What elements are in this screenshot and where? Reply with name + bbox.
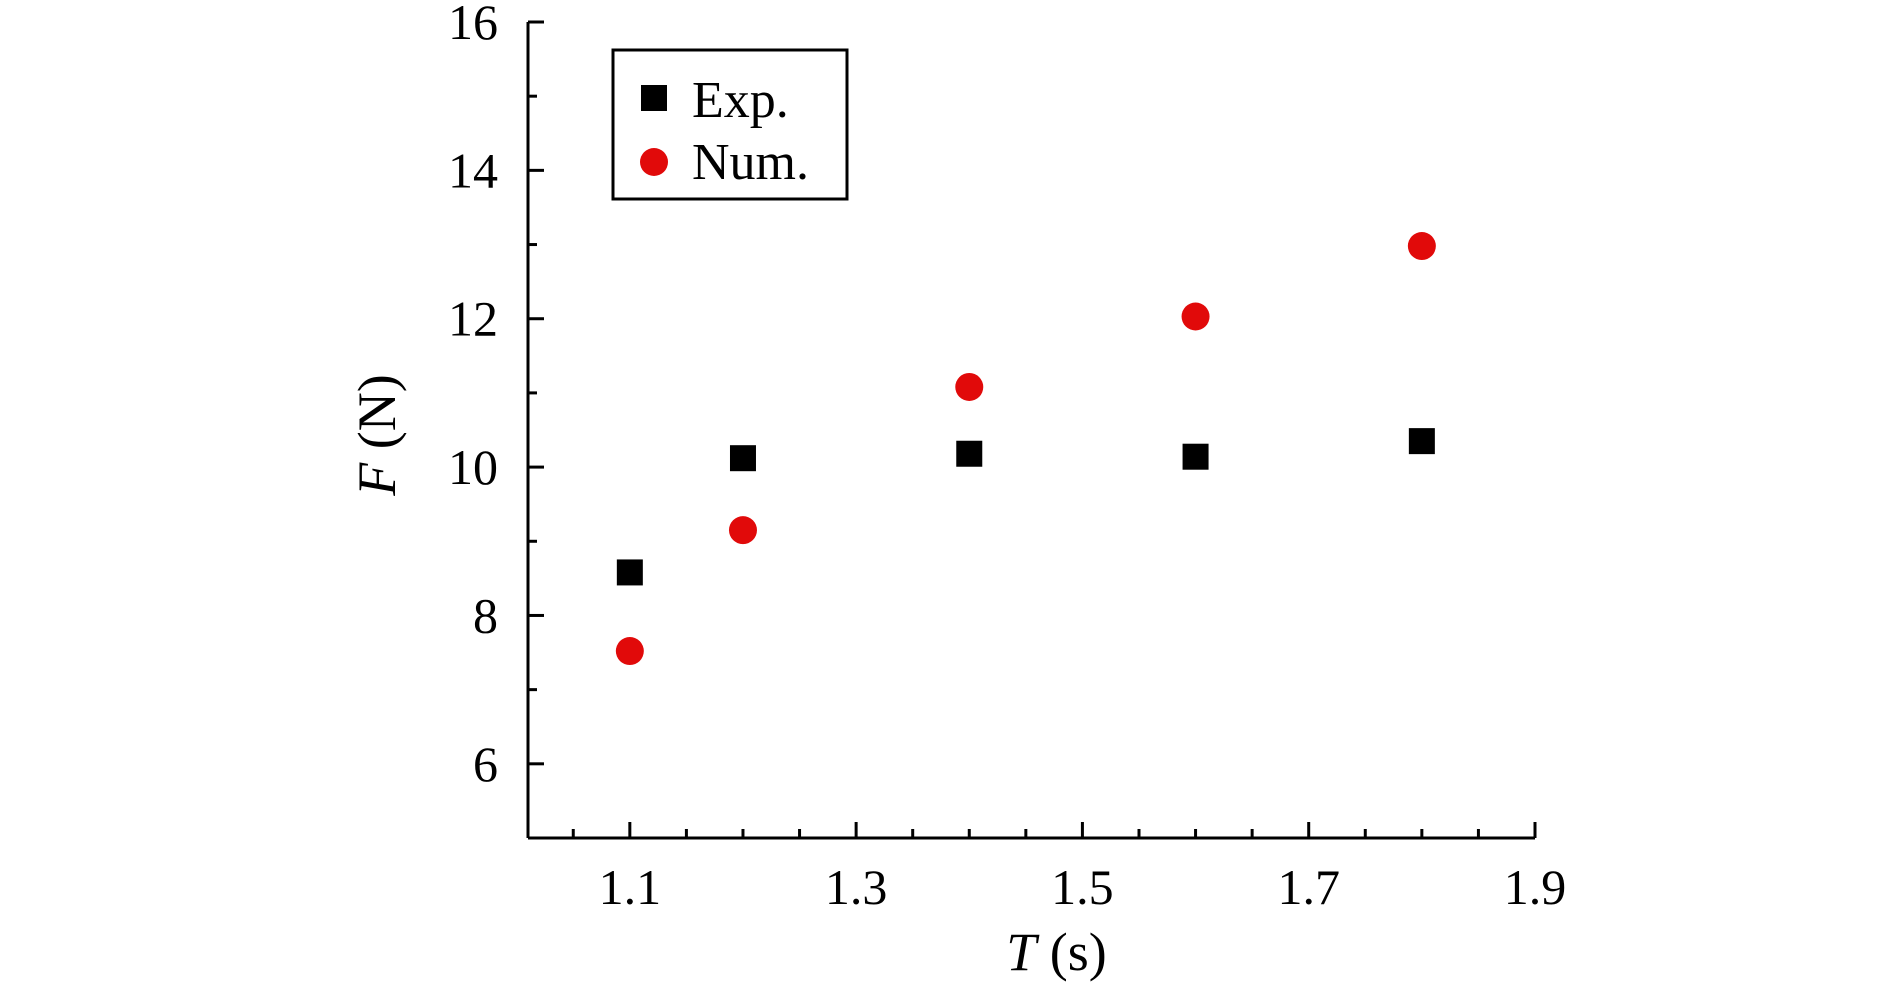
y-tick-label: 6: [473, 736, 498, 792]
legend-marker-num: [640, 148, 668, 176]
legend-label-num: Num.: [692, 134, 809, 191]
x-axis-title: T (s): [1006, 922, 1107, 982]
data-points: [615, 232, 1436, 666]
ticks: [528, 20, 1537, 840]
x-tick-label: 1.7: [1277, 859, 1340, 915]
y-axis-symbol: F: [347, 462, 407, 497]
exp-point: [956, 440, 983, 467]
exp-point: [1408, 428, 1435, 455]
num-point: [1407, 232, 1436, 261]
x-axis-symbol: T: [1006, 922, 1040, 982]
x-axis-unit: (s): [1050, 922, 1107, 982]
num-point: [728, 516, 757, 545]
y-tick-label: 12: [448, 291, 498, 347]
x-tick-label: 1.5: [1051, 859, 1114, 915]
y-axis-unit: (N): [347, 374, 407, 449]
x-tick-label: 1.1: [599, 859, 662, 915]
exp-point: [1182, 443, 1209, 470]
y-tick-label: 8: [473, 587, 498, 643]
y-axis-title: F (N): [347, 374, 407, 496]
legend-label-exp: Exp.: [692, 72, 789, 129]
y-tick-label: 14: [448, 142, 498, 198]
num-point: [615, 637, 644, 666]
y-tick-label: 10: [448, 439, 498, 495]
y-tick-label: 16: [448, 0, 498, 50]
legend-marker-exp: [641, 85, 667, 111]
x-tick-label: 1.3: [825, 859, 888, 915]
exp-point: [729, 445, 756, 472]
num-point: [955, 372, 984, 401]
axes: [526, 22, 1535, 840]
legend: Exp. Num.: [611, 48, 849, 201]
exp-point: [616, 559, 643, 586]
tick-labels: 1.1 1.3 1.5 1.7 1.9 6 8 10 12 14 16: [448, 0, 1566, 915]
num-point: [1181, 302, 1210, 331]
x-tick-label: 1.9: [1504, 859, 1567, 915]
